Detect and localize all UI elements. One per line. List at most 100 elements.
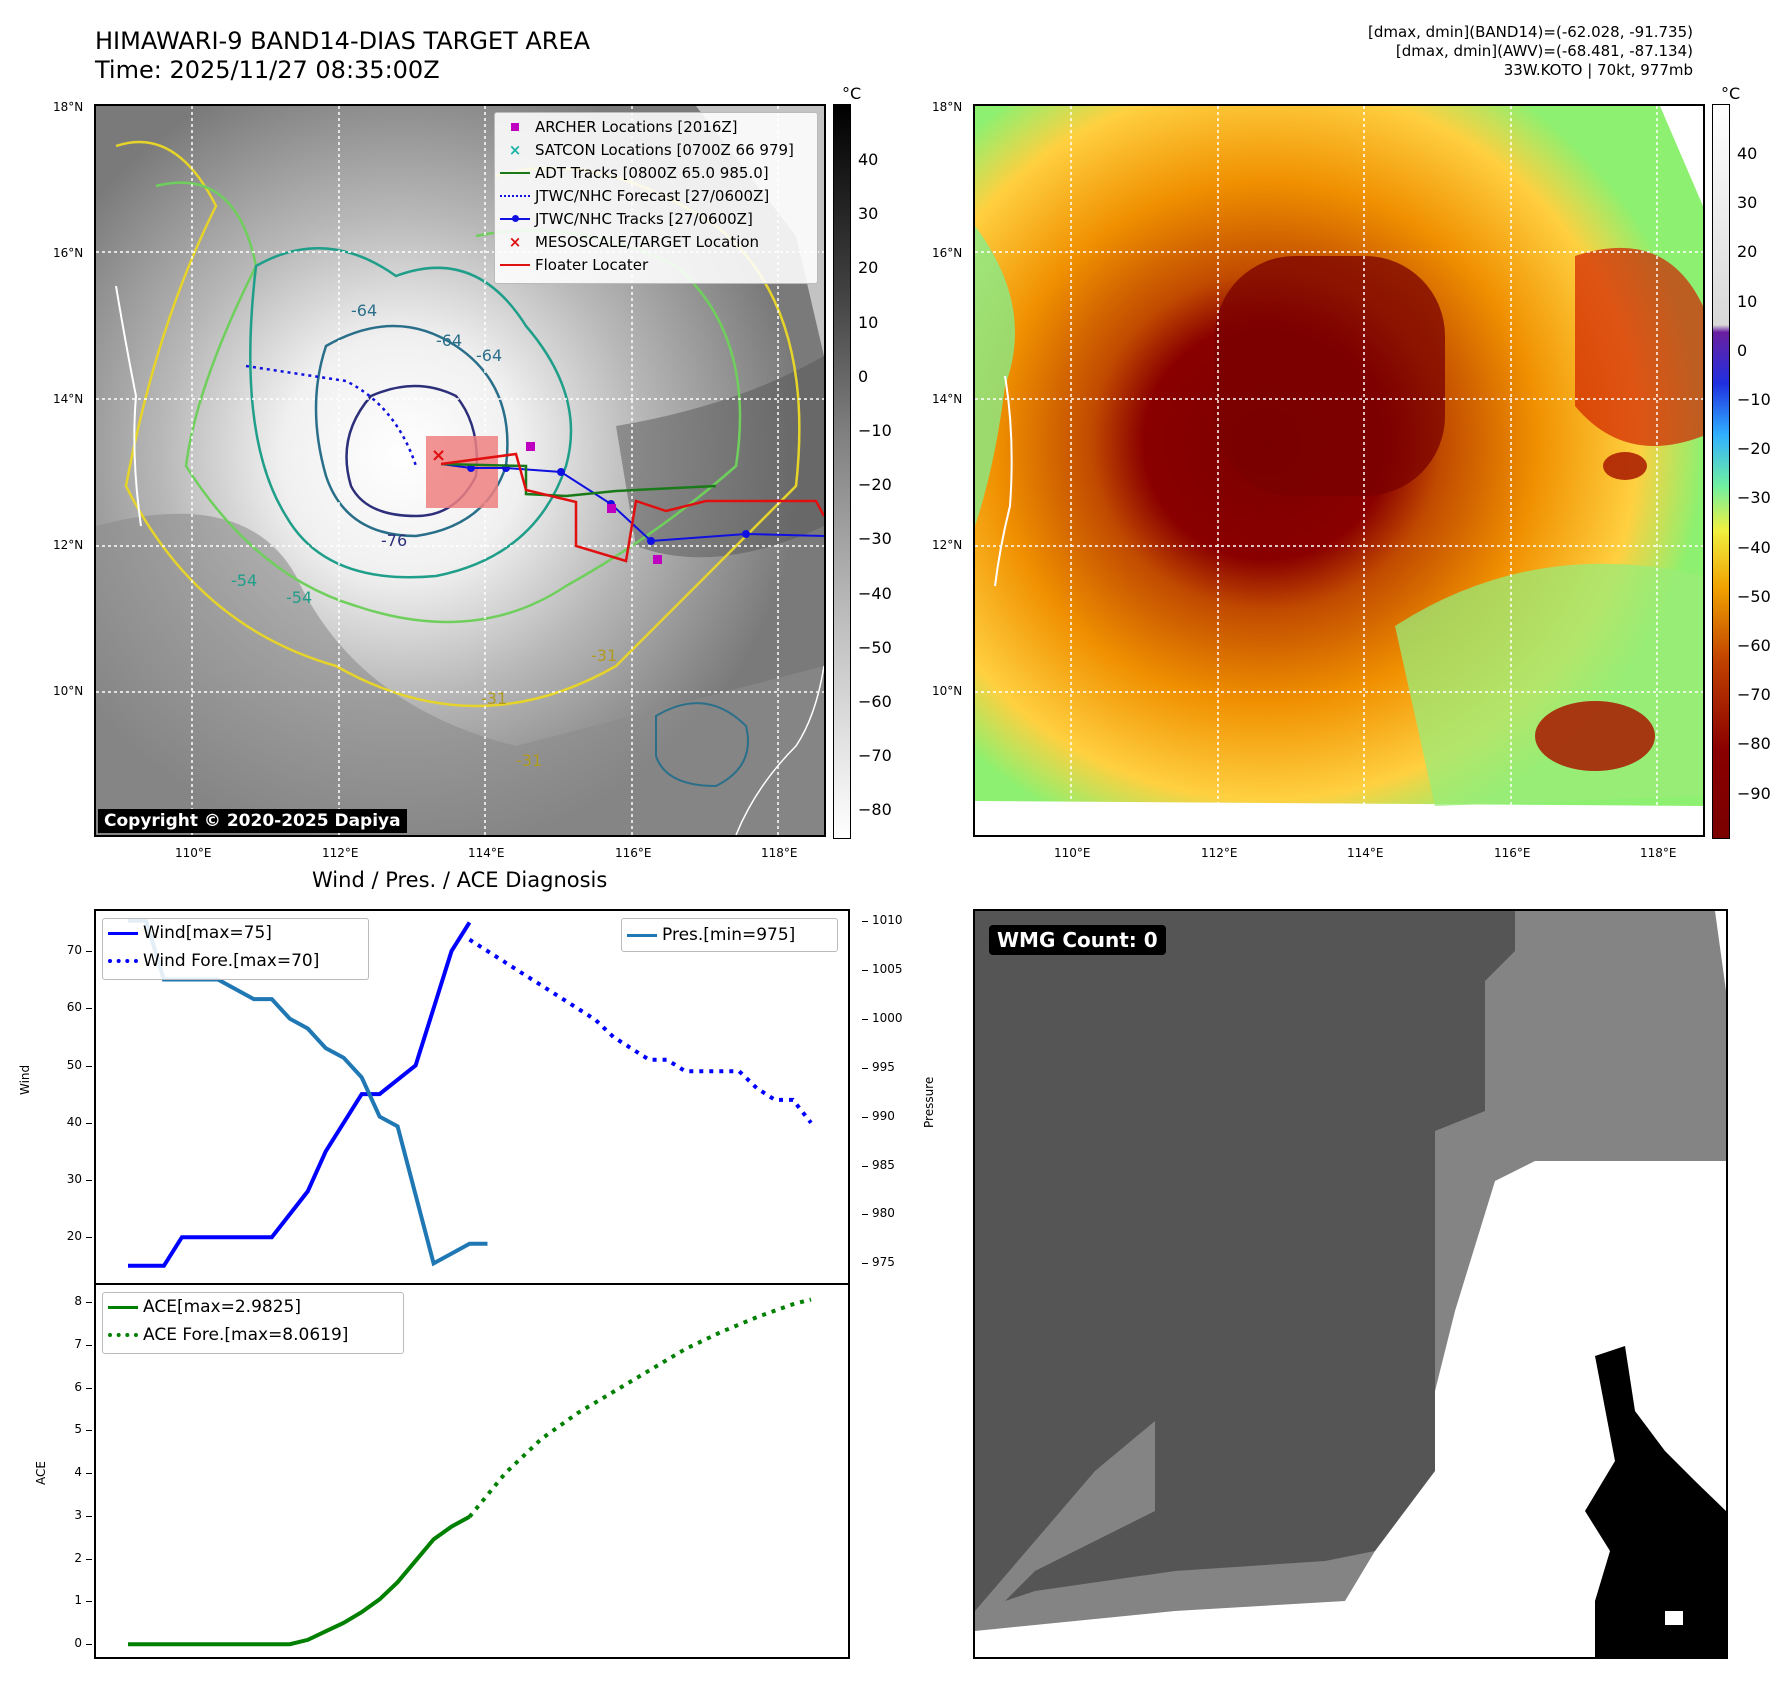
x-icon: × [508, 232, 522, 251]
lat-label: 12°N [53, 538, 84, 552]
series-line-1 [467, 1297, 812, 1519]
wind-chart-panel[interactable]: Wind[max=75] Wind Fore.[max=70] Pres.[mi… [94, 909, 850, 1285]
pressure-tick-mark [862, 969, 868, 971]
svg-text:-31: -31 [591, 646, 617, 665]
wmg-count: WMG Count: 0 [989, 925, 1166, 955]
svg-text:-54: -54 [286, 588, 312, 607]
colorbar-gray-tick: −30 [858, 529, 892, 549]
wind-tick: 40 [66, 1114, 82, 1129]
ace-tick: 6 [74, 1379, 82, 1394]
square-icon [495, 122, 535, 131]
line-icon [495, 171, 535, 174]
wind-tick: 70 [66, 943, 82, 958]
legend-pres: Pres.[min=975] [622, 919, 837, 951]
archer-points [526, 442, 662, 564]
ace-tick-mark [86, 1601, 92, 1603]
legend-ace-fore: ACE Fore.[max=8.0619] [103, 1321, 403, 1349]
ace-chart-panel[interactable]: ACE[max=2.9825] ACE Fore.[max=8.0619] [94, 1283, 850, 1659]
pressure-ylabel: Pressure [922, 1076, 936, 1128]
colorbar-gray-tick: −80 [858, 800, 892, 820]
ace-tick: 1 [74, 1593, 82, 1608]
colorbar-gray-tick: −70 [858, 746, 892, 766]
pressure-tick-mark [862, 1116, 868, 1118]
ir-map-panel[interactable]: × -64 -64 -64 -54 -54 -76 -31 -31 -31 AR… [94, 104, 826, 837]
line-icon [103, 1305, 143, 1309]
lon-label: 116°E [1494, 846, 1531, 860]
colorbar-awv-tick: −60 [1737, 636, 1771, 655]
colorbar-awv [1712, 104, 1730, 839]
lat-label: 18°N [53, 100, 84, 114]
diagnosis-title: Wind / Pres. / ACE Diagnosis [312, 868, 608, 892]
colorbar-awv-tick: −20 [1737, 439, 1771, 459]
title-line1: HIMAWARI-9 BAND14-DIAS TARGET AREA [95, 27, 591, 55]
wind-ylabel: Wind [18, 1064, 32, 1095]
ace-tick-mark [86, 1302, 92, 1304]
ace-chart-svg [128, 1297, 812, 1647]
target-marker: × [431, 445, 446, 466]
ace-tick-mark [86, 1644, 92, 1646]
pressure-tick-mark [862, 1214, 868, 1216]
colorbar-gray-tick: 30 [858, 204, 879, 224]
legend-satcon: × SATCON Locations [0700Z 66 979] [495, 138, 817, 161]
legend-wind-fore: Wind Fore.[max=70] [103, 947, 368, 975]
lon-label: 118°E [1640, 846, 1677, 860]
pressure-tick: 1010 [872, 912, 903, 927]
legend-target: × MESOSCALE/TARGET Location [495, 230, 817, 253]
colorbar-gray-tick: 40 [858, 150, 879, 169]
legend-wind: Wind[max=75] [103, 919, 368, 947]
floater-box [426, 436, 498, 508]
ace-tick: 3 [74, 1507, 82, 1522]
svg-text:-64: -64 [436, 331, 462, 350]
series-line-0 [128, 921, 472, 1268]
wind-tick-mark [86, 1008, 92, 1010]
ace-tick: 5 [74, 1422, 82, 1437]
svg-text:-64: -64 [476, 346, 502, 365]
awv-map-panel[interactable] [973, 104, 1705, 837]
wind-tick: 30 [66, 1171, 82, 1186]
lat-label: 10°N [932, 684, 963, 698]
dotted-line-icon [103, 1333, 143, 1337]
pres-legend: Pres.[min=975] [621, 918, 838, 952]
colorbar-awv-tick: 30 [1737, 193, 1758, 213]
pressure-tick-mark [862, 1067, 868, 1069]
colorbar-gray-tick: −50 [858, 637, 892, 657]
colorbar-gray [833, 104, 851, 839]
legend-forecast: JTWC/NHC Forecast [27/0600Z] [495, 184, 817, 207]
lon-label: 118°E [761, 846, 798, 860]
lon-label: 114°E [468, 846, 505, 860]
info-line1: [dmax, dmin](BAND14)=(-62.028, -91.735) [1368, 23, 1693, 41]
colorbar-gray-tick: 0 [858, 366, 869, 386]
ace-tick-mark [86, 1387, 92, 1389]
pressure-tick-mark [862, 1165, 868, 1167]
storm-info: [dmax, dmin](BAND14)=(-62.028, -91.735) … [1368, 23, 1693, 80]
colorbar-gray-tick: 10 [858, 312, 879, 332]
wmg-panel[interactable]: WMG Count: 0 [973, 909, 1728, 1659]
jtwc-track [440, 463, 824, 543]
ace-tick: 0 [74, 1636, 82, 1651]
title-line2: Time: 2025/11/27 08:35:00Z [95, 56, 440, 84]
wind-tick: 60 [66, 1000, 82, 1015]
figure-title: HIMAWARI-9 BAND14-DIAS TARGET AREA Time:… [95, 27, 590, 85]
dotted-line-icon [103, 959, 143, 963]
colorbar-awv-tick: 0 [1737, 340, 1748, 360]
svg-text:-64: -64 [351, 301, 377, 320]
wind-tick-mark [86, 951, 92, 953]
lon-label: 114°E [1347, 846, 1384, 860]
colorbar-awv-tick: −30 [1737, 488, 1771, 508]
colorbar-gray-tick: 20 [858, 258, 879, 278]
legend-ace: ACE[max=2.9825] [103, 1293, 403, 1321]
awv-map-svg [975, 106, 1703, 835]
lat-label: 18°N [932, 100, 963, 114]
lon-label: 112°E [322, 846, 359, 860]
pressure-tick: 1005 [872, 961, 903, 976]
colorbar-awv-tick: 40 [1737, 144, 1758, 163]
colorbar-awv-tick: 20 [1737, 242, 1758, 262]
line-icon [622, 933, 662, 937]
pressure-tick: 975 [872, 1255, 895, 1270]
ace-tick-mark [86, 1515, 92, 1517]
pressure-tick-mark [862, 920, 868, 922]
wind-tick-mark [86, 1122, 92, 1124]
pressure-tick: 995 [872, 1059, 895, 1074]
colorbar-gray-tick: −10 [858, 421, 892, 440]
ace-ylabel: ACE [34, 1461, 48, 1485]
